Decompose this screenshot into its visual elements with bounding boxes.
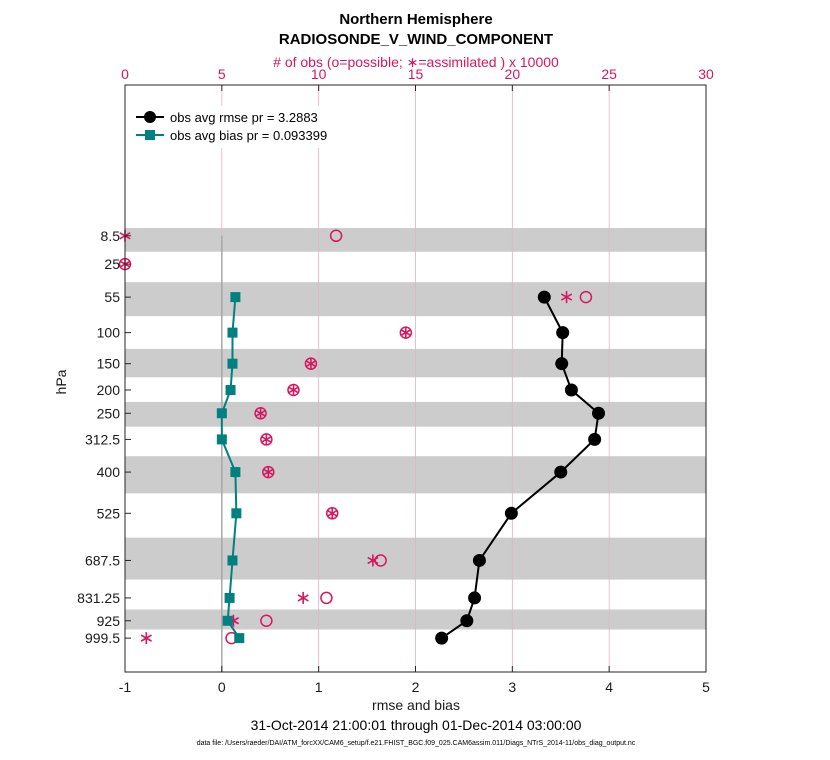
y-axis-label: hPa — [53, 369, 69, 394]
obs-possible-marker — [374, 554, 387, 567]
rmse-point — [555, 357, 569, 371]
rmse-point — [554, 465, 568, 479]
legend-bias-marker — [145, 130, 155, 140]
chart-title: Northern Hemisphere — [339, 11, 492, 28]
bias-point — [227, 555, 238, 566]
left-tick-label: 525 — [97, 505, 121, 521]
obs-possible-marker — [260, 614, 273, 628]
bias-point — [216, 434, 227, 445]
date-range: 31-Oct-2014 21:00:01 through 01-Dec-2014… — [251, 717, 582, 733]
asterisk-stroke — [260, 435, 272, 444]
obs-assimilated-marker — [254, 407, 267, 420]
obs-assimilated-marker — [297, 591, 309, 604]
bias-point — [234, 633, 245, 644]
bottom-tick-label: 4 — [605, 679, 613, 695]
obs-assimilated-marker — [400, 326, 412, 339]
asterisk-stroke — [560, 293, 573, 301]
bias-point — [216, 408, 227, 419]
rmse-point — [564, 383, 578, 397]
rmse-point — [556, 326, 570, 340]
left-tick-label: 999.5 — [85, 630, 120, 646]
obs-possible-marker — [320, 591, 333, 605]
obs-possible-marker — [579, 290, 593, 304]
bottom-tick-label: 3 — [508, 679, 516, 695]
chart-subtitle: RADIOSONDE_V_WIND_COMPONENT — [279, 31, 553, 48]
bias-point — [230, 467, 241, 478]
obs-possible-marker — [329, 229, 343, 243]
legend-box — [128, 106, 360, 148]
asterisk-stroke — [400, 328, 412, 337]
asterisk-stroke — [287, 386, 300, 394]
left-tick-label: 100 — [97, 325, 121, 341]
x-axis-label: rmse and bias — [372, 697, 460, 713]
rmse-point — [504, 506, 518, 520]
left-tick-label: 200 — [97, 382, 121, 398]
rmse-point — [537, 290, 551, 304]
left-tick-label: 312.5 — [85, 431, 120, 447]
left-tick-label: 8.5 — [101, 228, 121, 244]
bias-point — [225, 384, 236, 395]
bias-point — [227, 327, 238, 338]
asterisk-stroke — [140, 634, 152, 642]
data-file-path: data file: /Users/raeder/DAI/ATM_forcXX/… — [197, 740, 636, 747]
left-tick-label: 687.5 — [85, 552, 120, 568]
left-tick-label: 55 — [104, 289, 120, 305]
obs-assimilated-marker — [287, 383, 300, 396]
top-tick-label: 15 — [408, 66, 424, 82]
rmse-point — [472, 553, 486, 567]
obs-assimilated-marker — [140, 632, 152, 645]
rmse-point — [588, 432, 602, 446]
obs-assimilated-marker — [560, 291, 573, 304]
obs-assimilated-marker — [326, 507, 338, 520]
left-tick-label: 25 — [104, 256, 120, 272]
grid-lines — [124, 85, 707, 672]
legend-rmse-marker — [144, 111, 156, 123]
bias-point — [224, 592, 235, 603]
bottom-tick-label: -1 — [119, 679, 132, 695]
top-tick-label: 30 — [698, 66, 714, 82]
legend: obs avg rmse pr = 3.2883 obs avg bias pr… — [128, 106, 360, 148]
asterisk-stroke — [297, 594, 309, 602]
asterisk-stroke — [367, 556, 379, 565]
bottom-tick-label: 5 — [702, 679, 710, 695]
top-axis-label: # of obs (o=possible; ∗=assimilated ) x … — [273, 54, 559, 70]
rmse-point — [468, 591, 482, 605]
obs-assimilated-marker — [367, 554, 379, 567]
left-tick-label: 831.25 — [77, 590, 120, 606]
bottom-tick-label: 0 — [218, 679, 226, 695]
left-tick-label: 150 — [97, 356, 121, 372]
bias-point — [222, 615, 233, 626]
legend-bias-label: obs avg bias pr = 0.093399 — [170, 128, 327, 143]
asterisk-stroke — [262, 468, 274, 476]
top-tick-label: 25 — [601, 66, 617, 82]
left-tick-label: 925 — [97, 613, 121, 629]
top-axis: 0 5 10 15 20 25 30 — [121, 66, 714, 91]
bottom-tick-label: 1 — [315, 679, 323, 695]
bias-point — [230, 292, 241, 303]
series-lines — [216, 290, 606, 645]
bias-point — [231, 508, 242, 519]
top-tick-label: 0 — [121, 66, 129, 82]
obs-assimilated-marker — [305, 357, 317, 370]
rmse-point — [435, 631, 449, 645]
obs-assimilated-marker — [260, 433, 272, 446]
top-tick-label: 20 — [505, 66, 521, 82]
top-tick-label: 10 — [311, 66, 327, 82]
rmse-point — [592, 406, 606, 420]
bottom-tick-label: 2 — [412, 679, 420, 695]
asterisk-stroke — [305, 359, 317, 368]
obs-count-marks — [118, 229, 593, 645]
left-tick-label: 250 — [97, 405, 121, 421]
left-tick-label: 400 — [97, 464, 121, 480]
bias-point — [227, 358, 238, 369]
bottom-axis: -1 0 1 2 3 4 5 — [119, 666, 710, 695]
rmse-point — [460, 614, 474, 628]
asterisk-stroke — [254, 409, 267, 417]
obs-assimilated-marker — [262, 466, 274, 479]
asterisk-stroke — [326, 509, 338, 518]
legend-rmse-label: obs avg rmse pr = 3.2883 — [170, 110, 318, 125]
left-axis: 8.5 25 55 100 150 200 250 312.5 400 525 687.5 831.2… — [77, 228, 131, 646]
top-tick-label: 5 — [218, 66, 226, 82]
